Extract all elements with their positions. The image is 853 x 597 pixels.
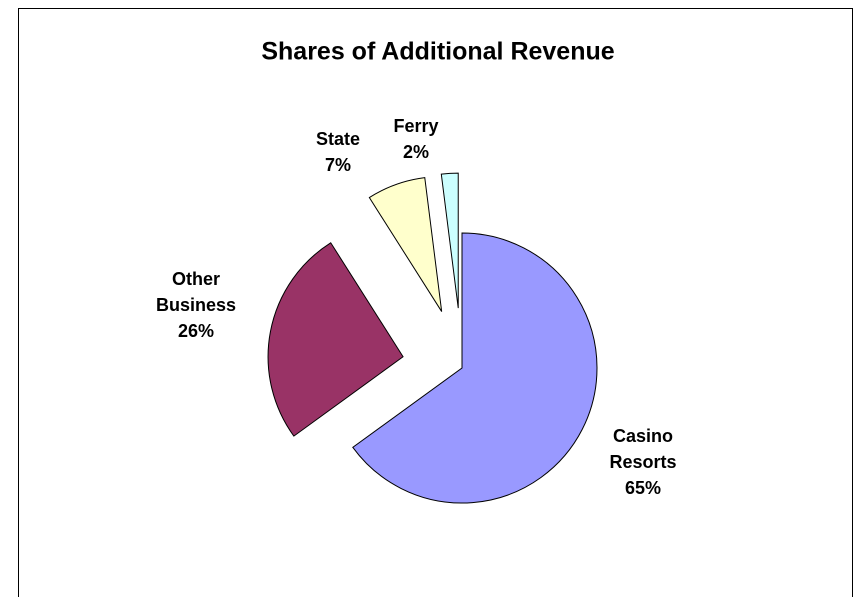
pie-slice [368,177,443,312]
pie-slice [267,242,404,437]
slice-label: State 7% [298,126,378,178]
slice-label: Ferry 2% [376,113,456,165]
value-label: 26% [177,321,215,341]
value-label: 2% [402,142,429,162]
value-label: 7% [324,155,351,175]
category-label: Casino Resorts [609,426,677,472]
pie-slice [352,232,598,504]
pie-slice [440,172,459,309]
slice-label: Other Business 26% [136,266,256,344]
chart-title: Shares of Additional Revenue [261,37,615,66]
category-label: State [315,129,360,149]
slice-label: Casino Resorts 65% [588,423,698,501]
category-label: Ferry [393,116,439,136]
value-label: 65% [624,478,662,498]
category-label: Other Business [155,269,237,315]
